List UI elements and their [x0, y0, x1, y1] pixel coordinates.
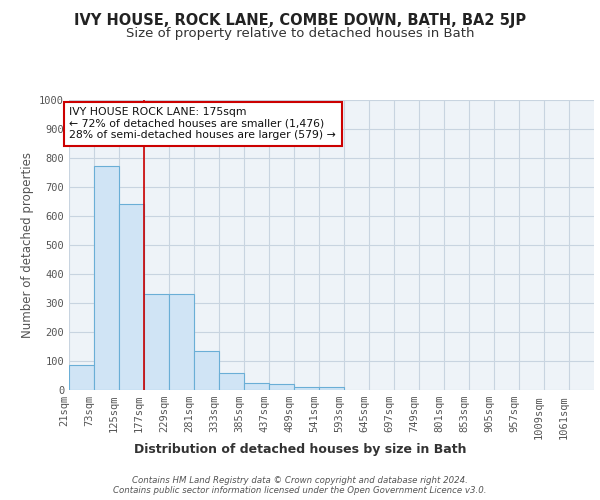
Text: Distribution of detached houses by size in Bath: Distribution of detached houses by size … — [134, 442, 466, 456]
Bar — [94, 166, 119, 390]
Bar — [69, 366, 94, 390]
Bar — [219, 372, 244, 390]
Y-axis label: Number of detached properties: Number of detached properties — [20, 152, 34, 338]
Bar — [144, 294, 169, 390]
Bar — [169, 294, 194, 390]
Text: IVY HOUSE, ROCK LANE, COMBE DOWN, BATH, BA2 5JP: IVY HOUSE, ROCK LANE, COMBE DOWN, BATH, … — [74, 12, 526, 28]
Bar — [244, 383, 269, 390]
Text: IVY HOUSE ROCK LANE: 175sqm
← 72% of detached houses are smaller (1,476)
28% of : IVY HOUSE ROCK LANE: 175sqm ← 72% of det… — [70, 108, 336, 140]
Bar — [319, 387, 344, 390]
Text: Size of property relative to detached houses in Bath: Size of property relative to detached ho… — [126, 28, 474, 40]
Bar — [269, 384, 294, 390]
Bar — [119, 204, 144, 390]
Bar — [194, 351, 219, 390]
Bar — [294, 387, 319, 390]
Text: Contains HM Land Registry data © Crown copyright and database right 2024.
Contai: Contains HM Land Registry data © Crown c… — [113, 476, 487, 495]
